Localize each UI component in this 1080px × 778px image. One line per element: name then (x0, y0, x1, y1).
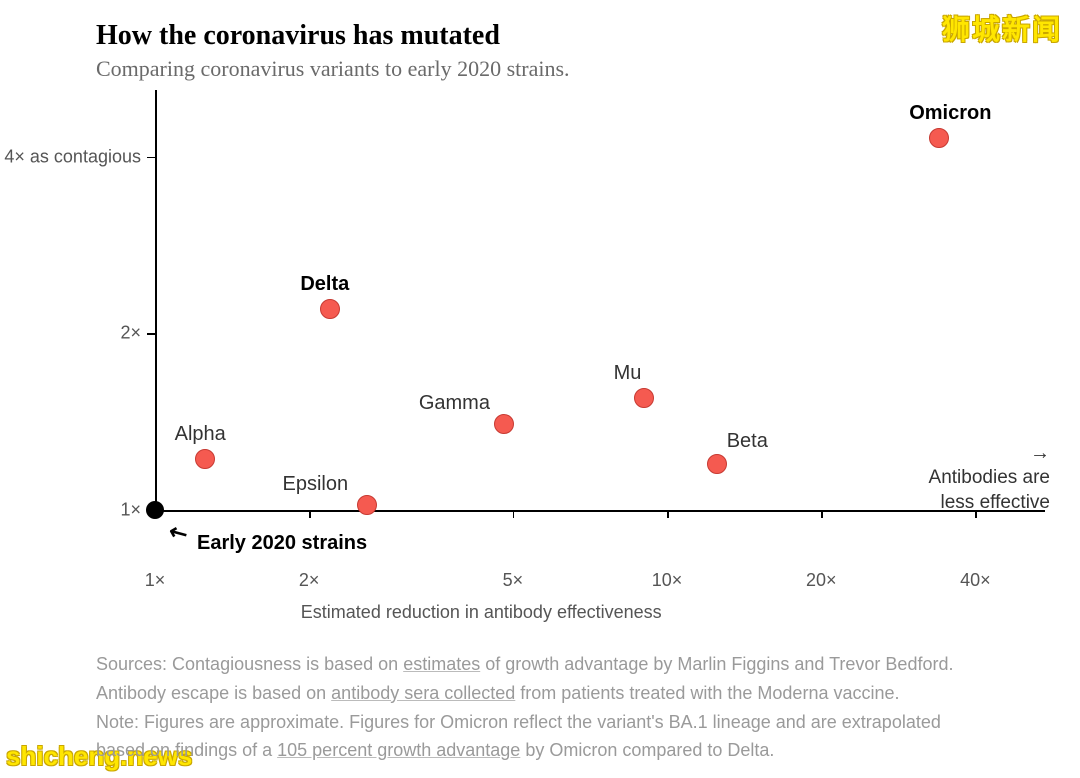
x-tick (309, 510, 311, 518)
point-label-epsilon: Epsilon (282, 473, 348, 496)
plot-area (155, 100, 1025, 510)
y-tick (147, 333, 155, 335)
data-point-gamma (494, 414, 514, 434)
x-tick-label: 1× (145, 570, 166, 591)
point-label-delta: Delta (300, 273, 349, 296)
y-tick-label: 2× (0, 323, 141, 344)
point-label-mu: Mu (614, 362, 642, 385)
point-label-omicron: Omicron (909, 102, 991, 125)
data-point-delta (320, 299, 340, 319)
point-label-gamma: Gamma (419, 392, 490, 415)
origin-arrow-icon: ↖ (164, 517, 193, 549)
y-tick-label: 4× as contagious (0, 146, 141, 167)
chart-container: How the coronavirus has mutated Comparin… (0, 0, 1080, 778)
x-tick-label: 20× (806, 570, 837, 591)
x-tick-label: 10× (652, 570, 683, 591)
x-axis-line (155, 510, 1045, 512)
x-tick (667, 510, 669, 518)
x-tick (821, 510, 823, 518)
data-point-mu (634, 388, 654, 408)
data-point-omicron (929, 128, 949, 148)
chart-title: How the coronavirus has mutated (96, 20, 500, 52)
x-tick-label: 40× (960, 570, 991, 591)
y-tick-label: 1× (0, 500, 141, 521)
x-axis-annotation: Antibodies areless effective (929, 466, 1050, 515)
origin-label: Early 2020 strains (197, 532, 367, 555)
x-axis-title: Estimated reduction in antibody effectiv… (155, 602, 808, 623)
origin-point (146, 501, 164, 519)
watermark-top-right: 狮城新闻 (942, 8, 1062, 48)
x-tick (513, 510, 515, 518)
x-tick-label: 5× (503, 570, 524, 591)
chart-subtitle: Comparing coronavirus variants to early … (96, 56, 570, 82)
x-tick-label: 2× (299, 570, 320, 591)
y-axis-line (155, 90, 157, 510)
point-label-alpha: Alpha (175, 423, 226, 446)
arrow-right-icon: → (1030, 442, 1050, 465)
data-point-epsilon (357, 495, 377, 515)
point-label-beta: Beta (727, 430, 768, 453)
y-tick (147, 157, 155, 159)
footnote: Sources: Contagiousness is based on esti… (96, 650, 1056, 765)
data-point-alpha (195, 449, 215, 469)
data-point-beta (707, 454, 727, 474)
